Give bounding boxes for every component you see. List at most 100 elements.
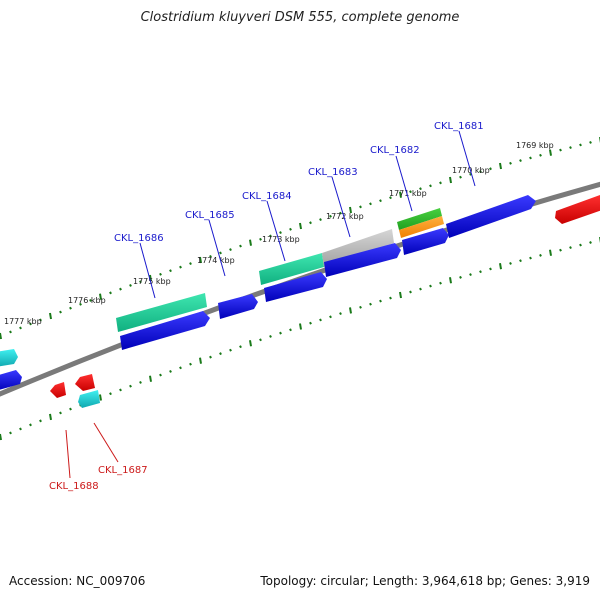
scale-tick [279,231,282,235]
scale-tick [9,330,12,334]
scale-tick [369,202,372,206]
gene-feature-reverse[interactable] [555,195,600,224]
gene-feature-cds[interactable] [218,294,258,319]
gene-feature-rna[interactable] [116,293,207,332]
scale-tick [589,241,592,244]
scale-tick [409,190,412,194]
scale-tick [239,244,242,248]
scale-tick [459,275,462,279]
scale-tick [539,253,542,257]
gene-label[interactable]: CKL_1686 [114,233,164,244]
scale-tick [389,296,392,300]
gene-feature-cds[interactable] [402,228,449,255]
gene-feature-trna[interactable] [399,216,444,238]
scale-tick [439,281,442,285]
scale-tick [169,369,172,373]
gene-feature-cds[interactable] [264,272,327,302]
scale-tick [419,187,422,191]
gene-feature-rna[interactable] [259,253,324,285]
genome-summary-text: Topology: circular; Length: 3,964,618 bp… [260,574,590,588]
gene-feature-rrna[interactable] [397,208,442,230]
scale-tick [239,345,242,349]
scale-tick [99,293,102,300]
scale-tick [259,338,262,342]
scale-tick [279,331,282,335]
scale-tick [129,384,132,388]
label-leader [65,429,71,479]
gene-label[interactable]: CKL_1684 [242,191,292,202]
scale-tick [19,326,22,330]
scale-tick [0,332,2,340]
gene-feature-cds[interactable] [446,195,536,238]
scale-tick [219,251,222,255]
scale-tick [169,269,172,273]
scale-tick [129,283,132,287]
scale-tick [469,273,472,276]
gene-label[interactable]: CKL_1688 [49,481,99,492]
scale-tick [499,162,502,170]
scale-tick [39,419,42,423]
scale-tick [369,302,372,306]
gene-feature-reverse[interactable] [78,390,100,408]
scale-tick [109,392,112,396]
scale-tick [159,373,162,377]
gene-feature-cds[interactable] [0,349,18,367]
gene-feature-reverse[interactable] [75,374,95,391]
scale-tick [139,280,142,284]
scale-tick [79,302,82,306]
scale-tick [159,272,162,276]
scale-label: 1774 kbp [197,256,235,265]
scale-tick [349,206,352,214]
gene-label[interactable]: CKL_1685 [185,210,235,221]
gene-feature-pseudo[interactable] [322,229,394,267]
scale-tick [59,411,62,415]
scale-tick [509,161,512,165]
scale-label: 1773 kbp [262,235,300,244]
scale-tick [359,305,362,309]
scale-tick [269,335,272,338]
scale-tick [579,143,582,147]
scale-tick [399,191,402,198]
gene-label[interactable]: CKL_1687 [98,465,148,476]
scale-ticks-outer [0,137,600,340]
scale-tick [339,211,342,215]
scale-tick [329,214,332,218]
scale-tick [399,291,402,299]
scale-tick [479,170,482,173]
scale-tick [329,315,332,319]
label-leader [266,200,286,262]
scale-tick [559,248,562,252]
scale-tick [269,234,272,238]
gene-feature-cds[interactable] [120,311,210,350]
reverse-gene-labels: CKL_1688 CKL_1687 [49,465,148,492]
gene-label[interactable]: CKL_1683 [308,167,358,178]
label-leader [208,219,226,277]
scale-tick [389,196,392,200]
scale-label: 1777 kbp [4,317,42,326]
scale-tick [469,172,472,176]
gene-label[interactable]: CKL_1682 [370,145,420,156]
gene-label[interactable]: CKL_1681 [434,121,484,132]
gene-feature-reverse[interactable] [50,382,66,398]
scale-tick [99,394,102,401]
scale-tick [339,312,342,316]
scale-tick [139,380,142,384]
scale-tick [9,431,12,435]
scale-tick [39,318,42,322]
scale-tick [249,239,252,246]
gene-feature-cds[interactable] [0,370,22,391]
scale-tick [119,287,122,291]
scale-tick [439,181,442,185]
scale-tick [259,237,262,241]
scale-tick [419,287,422,291]
scale-tick [529,256,532,260]
gene-feature-cds[interactable] [324,243,401,277]
scale-tick [69,306,72,310]
scale-tick [0,433,2,441]
scale-tick [319,218,322,221]
scale-tick [29,423,32,427]
scale-tick [289,227,292,231]
scale-tick [109,291,112,295]
scale-tick [499,263,502,270]
